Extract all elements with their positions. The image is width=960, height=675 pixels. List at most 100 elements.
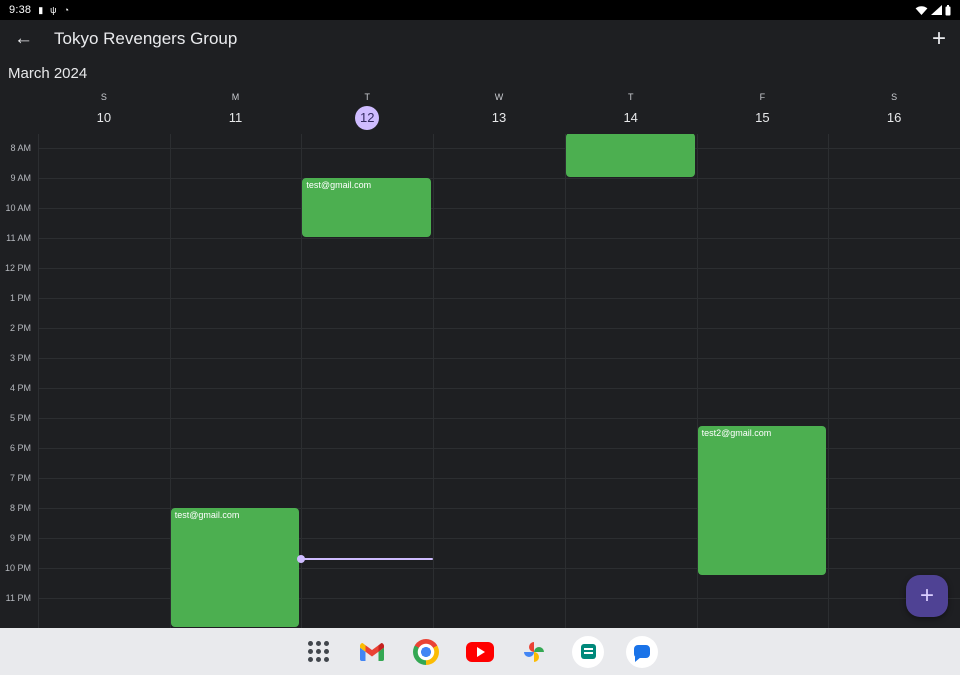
status-right-icons [915, 4, 951, 16]
hour-gridline [38, 238, 960, 239]
cell-signal-icon [931, 5, 942, 15]
hour-label: 9 AM [10, 173, 31, 183]
day-number: 15 [755, 110, 770, 125]
app-bar: ← Tokyo Revengers Group + [0, 20, 960, 58]
hour-label: 3 PM [9, 353, 31, 363]
hour-gridline [38, 208, 960, 209]
hour-gridline [38, 448, 960, 449]
day-number: 10 [96, 110, 112, 125]
hour-label: 1 PM [9, 293, 31, 303]
hour-label: 8 AM [10, 143, 31, 153]
data-saver-icon: ◔ [63, 4, 70, 15]
hour-gridline [38, 508, 960, 509]
hour-label: 7 PM [9, 473, 31, 483]
chat-bubble-icon [634, 645, 650, 662]
notes-app-icon[interactable] [572, 634, 604, 670]
play-triangle-icon [476, 646, 485, 657]
status-bar: 9:38 ▮ ψ ◔ [0, 0, 960, 20]
month-label: March 2024 [8, 65, 88, 82]
day-letter: S [100, 92, 107, 102]
hour-label: 10 PM [4, 563, 31, 573]
day-letter: M [231, 92, 240, 102]
day-header-14[interactable]: T 14 [565, 90, 697, 134]
calendar-event[interactable]: test@gmail.com [302, 178, 432, 237]
calendar-event[interactable]: test2@gmail.com [697, 425, 827, 575]
day-gridline [696, 134, 698, 628]
chrome-logo [413, 638, 439, 665]
hour-gridline [38, 568, 960, 569]
messages-circle [626, 635, 658, 668]
day-header-11[interactable]: M 11 [170, 90, 302, 134]
hour-gridline [38, 478, 960, 479]
app-grid-dots [307, 641, 329, 662]
chrome-icon[interactable] [410, 634, 442, 670]
hour-label: 10 AM [5, 203, 31, 213]
taskbar [0, 628, 960, 675]
current-time-line [301, 558, 434, 560]
day-number: 14 [623, 110, 638, 125]
hour-gridline [38, 268, 960, 269]
day-number: 11 [228, 110, 243, 125]
hour-label: 5 PM [9, 413, 31, 423]
day-number: 13 [491, 110, 507, 125]
notes-app-circle [572, 635, 604, 668]
hour-gridline [38, 298, 960, 299]
battery-status-icon: ▮ [38, 4, 44, 15]
hour-label: 9 PM [9, 533, 31, 543]
hour-label: 11 PM [5, 593, 31, 603]
day-gridline [433, 134, 435, 628]
clock: 9:38 [9, 4, 32, 16]
day-header-row: S 10 M 11 T 12 W 13 T 14 F 15 S 16 [0, 90, 960, 134]
hour-gridline [38, 358, 960, 359]
wifi-icon [915, 6, 928, 15]
create-event-fab[interactable]: + [906, 575, 948, 617]
hour-gridline [38, 388, 960, 389]
hour-gridline [38, 598, 960, 599]
youtube-icon[interactable] [464, 634, 496, 670]
youtube-logo [466, 641, 494, 662]
day-gridline [301, 134, 303, 628]
usb-icon: ψ [50, 4, 57, 15]
hour-label: 4 PM [9, 383, 31, 393]
hour-label: 6 PM [9, 443, 31, 453]
day-gridline [828, 134, 830, 628]
battery-icon [945, 4, 951, 15]
app-grid-icon[interactable] [302, 634, 334, 670]
hour-gridline [38, 538, 960, 539]
photos-icon[interactable] [518, 634, 550, 670]
day-gridline [169, 134, 171, 628]
day-letter: F [759, 92, 766, 102]
hour-label: 12 PM [4, 263, 31, 273]
day-gridline [564, 134, 566, 628]
page-title: Tokyo Revengers Group [54, 29, 238, 48]
day-header-15[interactable]: F 15 [697, 90, 829, 134]
calendar-event[interactable]: test@gmail.com [170, 508, 300, 627]
back-button[interactable]: ← [14, 28, 40, 50]
notes-glyph-icon [580, 644, 596, 659]
hour-label: 2 PM [9, 323, 31, 333]
hour-gridline [38, 328, 960, 329]
add-button[interactable]: + [931, 25, 946, 52]
photos-pinwheel-logo [524, 641, 544, 662]
day-letter: T [364, 92, 371, 102]
hour-gridline [38, 178, 960, 179]
messages-icon[interactable] [626, 634, 658, 670]
day-letter: W [494, 92, 504, 102]
day-letter: T [627, 92, 634, 102]
day-header-12[interactable]: T 12 [301, 90, 433, 134]
day-letter: S [891, 92, 898, 102]
hour-gridline [38, 418, 960, 419]
calendar-event[interactable] [565, 134, 695, 177]
day-header-16[interactable]: S 16 [828, 90, 960, 134]
current-time-dot [297, 555, 306, 563]
gmail-icon[interactable] [356, 634, 388, 670]
day-header-13[interactable]: W 13 [433, 90, 565, 134]
gmail-logo [360, 642, 384, 661]
hour-label: 11 AM [6, 233, 31, 243]
day-header-10[interactable]: S 10 [38, 90, 170, 134]
day-gridline [38, 134, 39, 628]
hour-gridline [38, 148, 960, 149]
week-grid[interactable]: 8 AM 9 AM 10 AM 11 AM 12 PM 1 PM 2 PM 3 PM 4 PM 5… [0, 134, 960, 628]
day-number: 16 [886, 110, 902, 125]
